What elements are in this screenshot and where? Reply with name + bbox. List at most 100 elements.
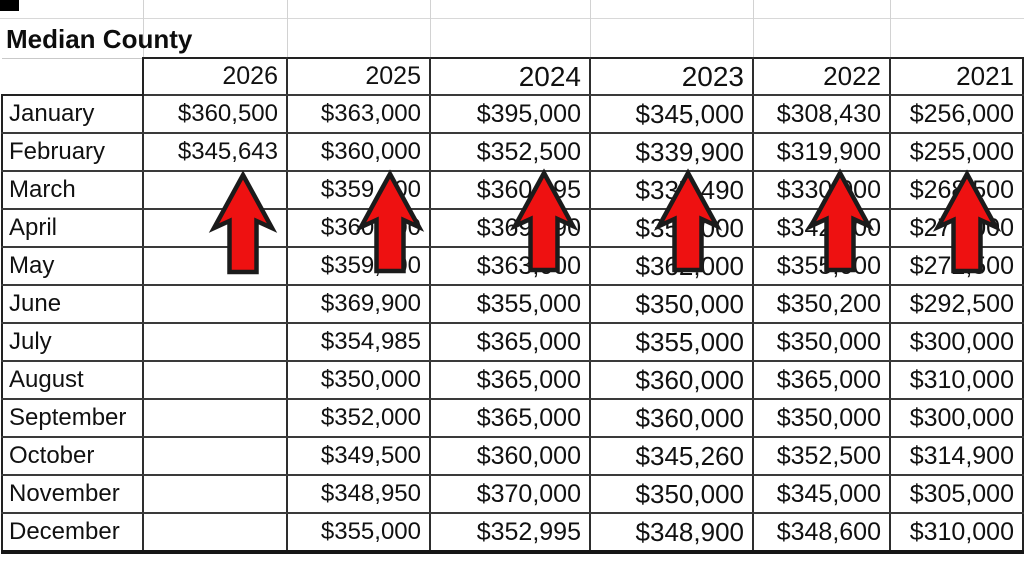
value-cell[interactable]: [142, 474, 288, 514]
value-cell[interactable]: $355,000: [429, 284, 591, 324]
year-header-2026[interactable]: 2026: [142, 57, 288, 96]
month-cell[interactable]: December: [1, 512, 144, 554]
value-cell[interactable]: $350,000: [589, 208, 754, 248]
value-cell[interactable]: $355,000: [286, 512, 431, 554]
value-cell[interactable]: $360,500: [142, 94, 288, 134]
month-cell[interactable]: June: [1, 284, 144, 324]
value-cell[interactable]: $339,900: [589, 132, 754, 172]
year-header-2023[interactable]: 2023: [589, 57, 754, 96]
year-header-2025[interactable]: 2025: [286, 57, 431, 96]
value-cell[interactable]: $352,500: [752, 436, 891, 476]
value-cell[interactable]: [142, 246, 288, 286]
value-cell[interactable]: $330,000: [752, 170, 891, 210]
value-cell[interactable]: $310,000: [889, 512, 1024, 554]
value-cell[interactable]: $308,430: [752, 94, 891, 134]
value-cell[interactable]: $352,500: [429, 132, 591, 172]
value-cell[interactable]: $350,000: [286, 360, 431, 400]
value-cell[interactable]: $345,643: [142, 132, 288, 172]
value-cell[interactable]: $272,500: [889, 246, 1024, 286]
value-cell[interactable]: $363,000: [286, 94, 431, 134]
value-cell[interactable]: $360,000: [589, 398, 754, 438]
value-cell[interactable]: $360,000: [286, 208, 431, 248]
value-cell[interactable]: $350,000: [589, 474, 754, 514]
value-cell[interactable]: [142, 360, 288, 400]
value-cell[interactable]: $355,000: [589, 322, 754, 362]
value-cell[interactable]: $395,000: [429, 94, 591, 134]
value-cell[interactable]: $310,000: [889, 360, 1024, 400]
value-cell[interactable]: $256,000: [889, 94, 1024, 134]
value-cell[interactable]: $363,000: [429, 246, 591, 286]
value-cell[interactable]: $350,000: [752, 322, 891, 362]
value-cell[interactable]: $360,995: [429, 170, 591, 210]
value-cell[interactable]: $365,000: [752, 360, 891, 400]
value-cell[interactable]: $300,000: [889, 322, 1024, 362]
value-cell[interactable]: $370,000: [429, 474, 591, 514]
value-cell[interactable]: $348,950: [286, 474, 431, 514]
value-cell[interactable]: $337,490: [589, 170, 754, 210]
value-cell[interactable]: $345,000: [752, 474, 891, 514]
month-cell[interactable]: January: [1, 94, 144, 134]
value-cell[interactable]: $362,000: [589, 246, 754, 286]
value-cell[interactable]: [142, 398, 288, 438]
value-cell[interactable]: $360,000: [429, 436, 591, 476]
value-cell[interactable]: $365,000: [429, 398, 591, 438]
table-row: June $369,900 $355,000 $350,000 $350,200…: [1, 284, 1024, 324]
value-cell[interactable]: $365,000: [429, 360, 591, 400]
value-cell[interactable]: $352,995: [429, 512, 591, 554]
month-cell[interactable]: April: [1, 208, 144, 248]
year-header-2024[interactable]: 2024: [429, 57, 591, 96]
value-cell[interactable]: $350,000: [752, 398, 891, 438]
month-cell[interactable]: July: [1, 322, 144, 362]
gridline: [0, 18, 1024, 19]
value-cell[interactable]: $350,000: [589, 284, 754, 324]
value-cell[interactable]: $255,000: [889, 132, 1024, 172]
value-cell[interactable]: [142, 284, 288, 324]
month-cell[interactable]: February: [1, 132, 144, 172]
value-cell[interactable]: $292,500: [889, 284, 1024, 324]
table-row: July $354,985 $365,000 $355,000 $350,000…: [1, 322, 1024, 362]
value-cell[interactable]: $365,000: [429, 322, 591, 362]
sheet-title: Median County: [6, 24, 193, 54]
table-row: May $359,000 $363,000 $362,000 $355,000 …: [1, 246, 1024, 286]
value-cell[interactable]: $359,000: [286, 170, 431, 210]
value-cell[interactable]: $369,900: [286, 284, 431, 324]
value-cell[interactable]: $345,000: [589, 94, 754, 134]
value-cell[interactable]: $349,500: [286, 436, 431, 476]
value-cell[interactable]: $360,000: [589, 360, 754, 400]
value-cell[interactable]: $305,000: [889, 474, 1024, 514]
month-cell[interactable]: August: [1, 360, 144, 400]
value-cell[interactable]: $314,900: [889, 436, 1024, 476]
month-cell[interactable]: May: [1, 246, 144, 286]
value-cell[interactable]: $319,900: [752, 132, 891, 172]
value-cell[interactable]: $359,000: [286, 246, 431, 286]
value-cell[interactable]: [142, 208, 288, 248]
gridline: [143, 0, 144, 57]
table-row: January $360,500 $363,000 $395,000 $345,…: [1, 94, 1024, 134]
value-cell[interactable]: $342,000: [752, 208, 891, 248]
value-cell[interactable]: $355,000: [752, 246, 891, 286]
gridline: [890, 0, 891, 57]
month-cell[interactable]: October: [1, 436, 144, 476]
month-cell[interactable]: November: [1, 474, 144, 514]
year-header-2021[interactable]: 2021: [889, 57, 1024, 96]
year-header-2022[interactable]: 2022: [752, 57, 891, 96]
value-cell[interactable]: [142, 322, 288, 362]
value-cell[interactable]: $350,200: [752, 284, 891, 324]
value-cell[interactable]: $354,985: [286, 322, 431, 362]
value-cell[interactable]: $369,990: [429, 208, 591, 248]
value-cell[interactable]: [142, 436, 288, 476]
value-cell[interactable]: $345,260: [589, 436, 754, 476]
value-cell[interactable]: $348,900: [589, 512, 754, 554]
value-cell[interactable]: $352,000: [286, 398, 431, 438]
value-cell[interactable]: [142, 170, 288, 210]
value-cell[interactable]: $360,000: [286, 132, 431, 172]
month-cell[interactable]: September: [1, 398, 144, 438]
value-cell[interactable]: $275,000: [889, 208, 1024, 248]
value-cell[interactable]: $300,000: [889, 398, 1024, 438]
corner-cell[interactable]: [2, 57, 144, 96]
table-row: March $359,000 $360,995 $337,490 $330,00…: [1, 170, 1024, 210]
value-cell[interactable]: [142, 512, 288, 554]
month-cell[interactable]: March: [1, 170, 144, 210]
value-cell[interactable]: $268,500: [889, 170, 1024, 210]
value-cell[interactable]: $348,600: [752, 512, 891, 554]
